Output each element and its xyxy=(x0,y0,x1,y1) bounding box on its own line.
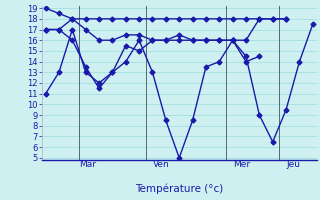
Text: Mar: Mar xyxy=(79,160,96,169)
Text: Mer: Mer xyxy=(233,160,250,169)
Text: Jeu: Jeu xyxy=(286,160,300,169)
Text: Ven: Ven xyxy=(153,160,169,169)
Text: Température (°c): Température (°c) xyxy=(135,183,223,194)
